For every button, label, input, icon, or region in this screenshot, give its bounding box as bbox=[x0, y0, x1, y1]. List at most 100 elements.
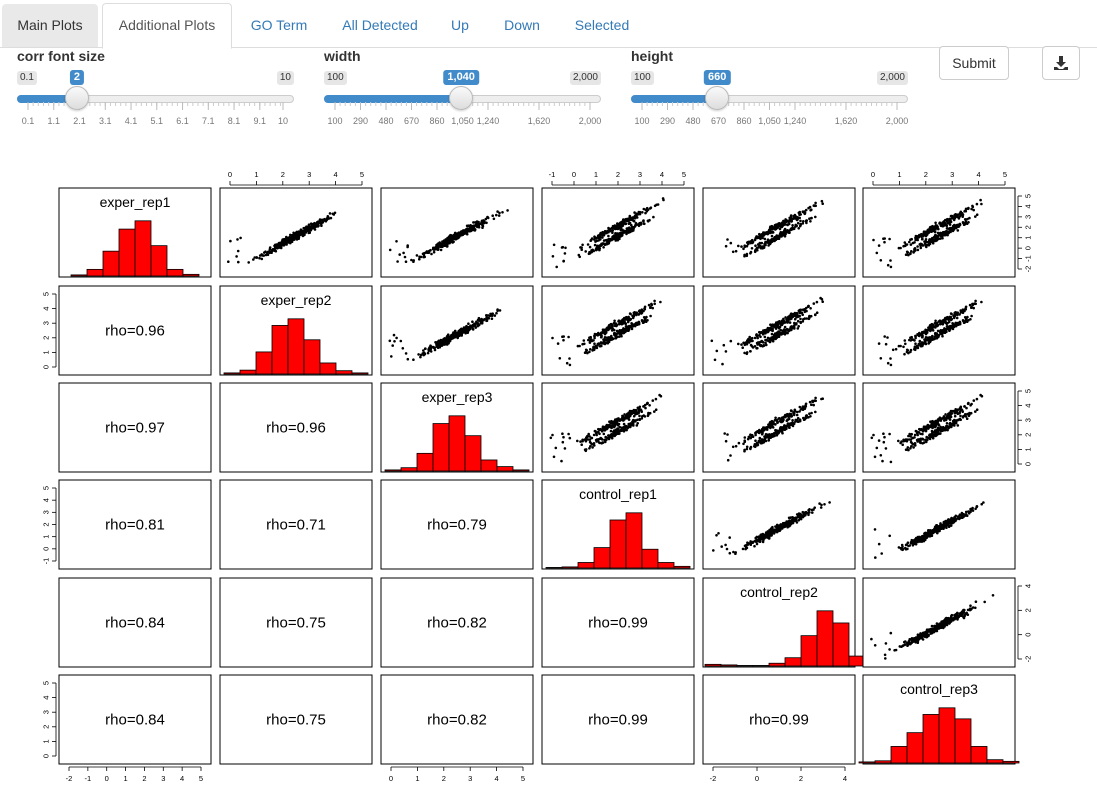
histogram-bar bbox=[351, 372, 369, 375]
scatter-point bbox=[904, 342, 907, 346]
scatter-point bbox=[795, 316, 798, 319]
scatter-point bbox=[605, 238, 609, 242]
histogram-bar bbox=[319, 362, 337, 375]
scatter-point bbox=[883, 335, 886, 338]
pairs-panel-1-4 bbox=[702, 285, 856, 376]
scatter-point bbox=[785, 328, 788, 331]
corr-font-size-label: corr font size bbox=[17, 48, 105, 64]
scatter-point bbox=[495, 311, 498, 315]
scatter-point bbox=[889, 357, 892, 360]
scatter-point bbox=[782, 418, 785, 422]
scatter-point bbox=[275, 244, 278, 248]
scatter-point bbox=[622, 422, 626, 426]
scatter-point bbox=[760, 235, 764, 238]
slider-handle[interactable] bbox=[64, 86, 89, 110]
scatter-point bbox=[810, 508, 814, 512]
scatter-point bbox=[759, 441, 763, 445]
scatter-point bbox=[760, 241, 764, 245]
scatter-point bbox=[931, 434, 935, 438]
scatter-point bbox=[618, 335, 621, 338]
tab-additional-plots[interactable]: Additional Plots bbox=[102, 3, 232, 49]
scatter-point bbox=[927, 231, 930, 235]
scatter-point bbox=[939, 237, 942, 240]
scatter-point bbox=[812, 302, 816, 305]
scatter-point bbox=[930, 426, 934, 429]
scatter-point bbox=[942, 416, 945, 420]
scatter-point bbox=[974, 215, 977, 218]
scatter-point bbox=[427, 349, 431, 353]
scatter-point bbox=[453, 329, 457, 333]
pairs-panel-1-1: exper_rep2 bbox=[219, 285, 373, 376]
height-label: height bbox=[631, 48, 673, 64]
tab-selected[interactable]: Selected bbox=[574, 17, 630, 33]
scatter-point bbox=[953, 314, 957, 318]
scatter-point bbox=[910, 237, 913, 241]
tab-down[interactable]: Down bbox=[504, 17, 540, 33]
scatter-point bbox=[613, 319, 616, 323]
scatter-point bbox=[934, 221, 937, 225]
scatter-point bbox=[770, 234, 774, 238]
scatter-point bbox=[980, 394, 984, 398]
scatter-point bbox=[810, 216, 813, 220]
scatter-point bbox=[772, 532, 776, 535]
scatter-point bbox=[622, 425, 625, 429]
scatter-point bbox=[916, 438, 920, 441]
scatter-point bbox=[480, 219, 484, 223]
corr-font-size-slider[interactable]: 0.1 10 2 0.1 1.1 2.1 3.1 4.1 5.1 6.1 7.1 8.1 9.1 1… bbox=[17, 66, 294, 136]
submit-button[interactable]: Submit bbox=[939, 46, 1009, 80]
scatter-point bbox=[783, 333, 787, 336]
scatter-point bbox=[960, 408, 964, 412]
scatter-point bbox=[422, 254, 426, 258]
scatter-point bbox=[461, 330, 464, 333]
scatter-point bbox=[627, 418, 631, 421]
scatter-point bbox=[945, 325, 949, 328]
scatter-point bbox=[909, 243, 913, 246]
scatter-point bbox=[809, 220, 812, 223]
scatter-point bbox=[884, 447, 888, 450]
scatter-point bbox=[603, 332, 607, 335]
scatter-point bbox=[875, 251, 879, 255]
scatter-point bbox=[781, 319, 784, 323]
height-slider[interactable]: 100 2,000 660 100 290 480 670 860 1,050 1,240 1… bbox=[631, 66, 908, 136]
tab-up[interactable]: Up bbox=[451, 17, 469, 33]
scatter-point bbox=[737, 342, 740, 346]
scatter-point bbox=[720, 545, 723, 548]
scatter-point bbox=[605, 341, 608, 345]
tab-all-detected[interactable]: All Detected bbox=[342, 17, 418, 33]
scatter-point bbox=[296, 236, 300, 239]
slider-tick-label: 860 bbox=[429, 116, 445, 126]
scatter-point bbox=[568, 357, 571, 360]
scatter-point bbox=[264, 250, 267, 253]
scatter-point bbox=[796, 221, 800, 225]
download-icon bbox=[1054, 56, 1068, 70]
slider-max-label: 2,000 bbox=[876, 71, 908, 85]
histogram-bar bbox=[303, 339, 321, 375]
scatter-point bbox=[593, 347, 596, 350]
scatter-point bbox=[921, 335, 924, 339]
slider-handle[interactable] bbox=[705, 86, 730, 110]
slider-min-label: 100 bbox=[631, 71, 654, 85]
scatter-point bbox=[498, 309, 502, 312]
scatter-point bbox=[593, 243, 597, 247]
scatter-point bbox=[914, 336, 917, 340]
scatter-point bbox=[794, 322, 798, 326]
scatter-point bbox=[620, 223, 623, 226]
scatter-point bbox=[944, 427, 947, 431]
tab-go-term[interactable]: GO Term bbox=[250, 17, 308, 33]
scatter-point bbox=[561, 335, 564, 339]
scatter-point bbox=[491, 312, 495, 316]
width-slider[interactable]: 100 2,000 1,040 100 290 480 670 860 1,050 1,24… bbox=[324, 66, 601, 136]
slider-value-label: 660 bbox=[703, 70, 731, 85]
scatter-point bbox=[872, 433, 875, 437]
scatter-point bbox=[754, 244, 757, 247]
scatter-point bbox=[641, 211, 644, 214]
slider-tick-label: 480 bbox=[378, 116, 394, 126]
scatter-point bbox=[620, 429, 623, 432]
tab-main-plots[interactable]: Main Plots bbox=[2, 4, 98, 47]
slider-handle[interactable] bbox=[449, 86, 474, 110]
scatter-point bbox=[732, 550, 735, 554]
scatter-point bbox=[905, 253, 909, 256]
histogram-bar bbox=[416, 452, 434, 472]
download-button[interactable] bbox=[1042, 46, 1080, 80]
scatter-point bbox=[750, 247, 754, 250]
